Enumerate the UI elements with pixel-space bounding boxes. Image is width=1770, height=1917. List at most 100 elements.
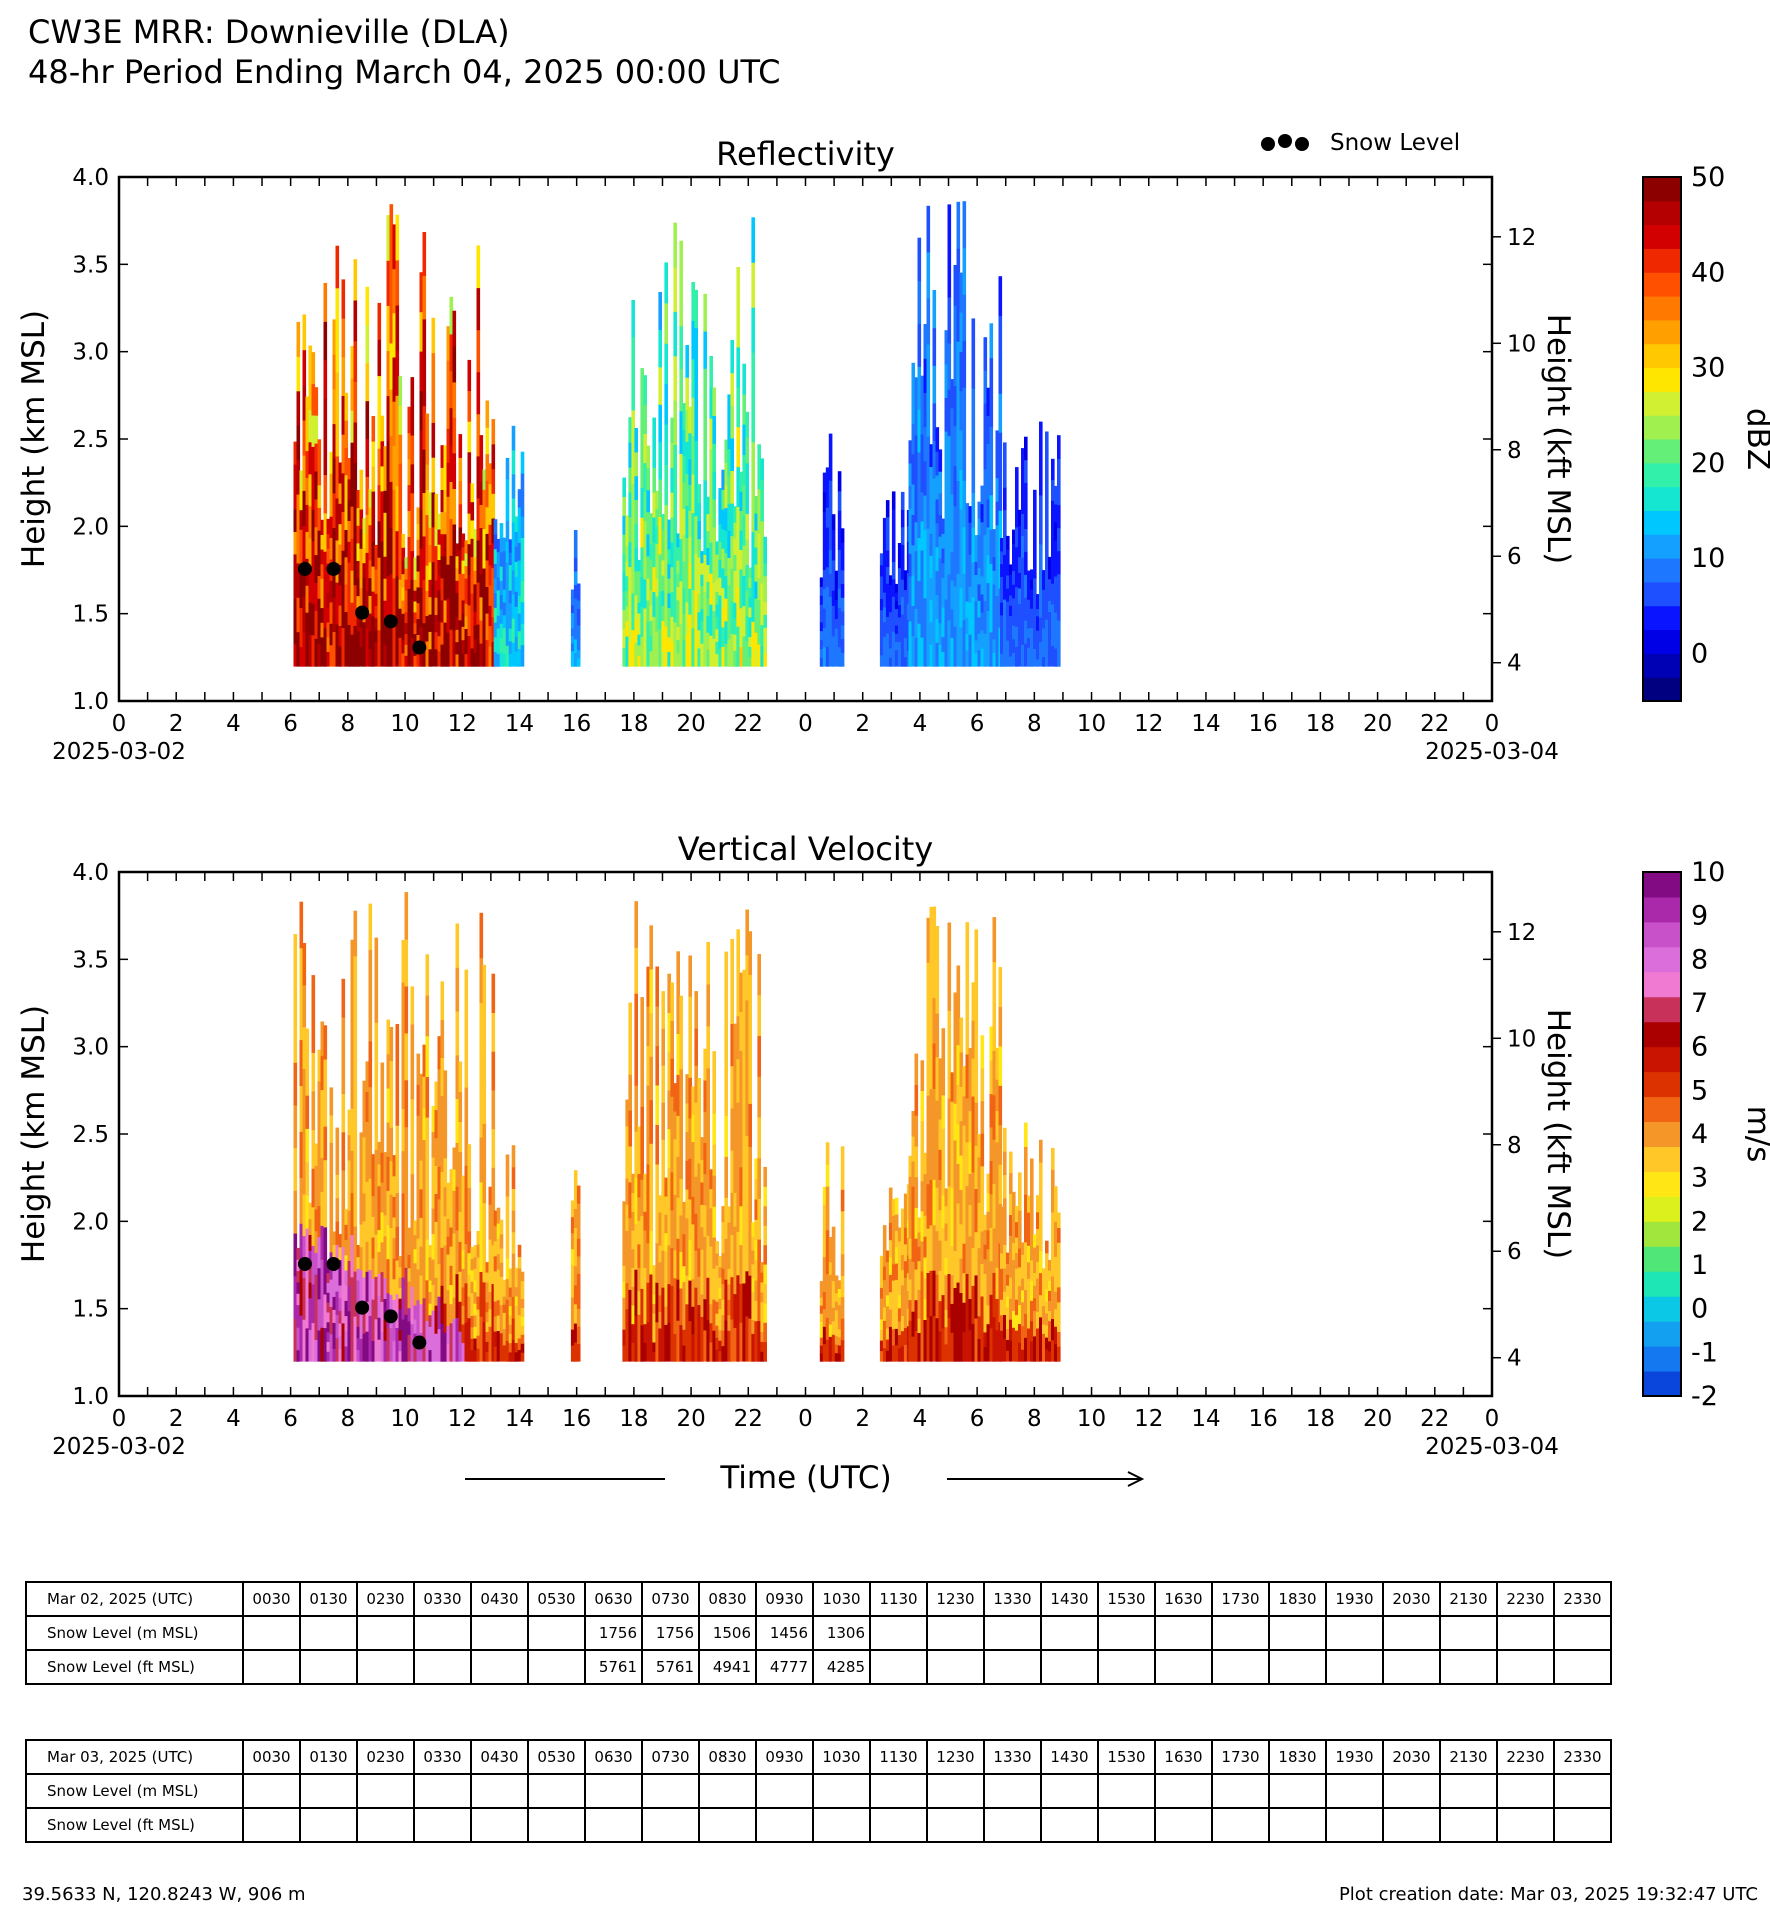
heatmap-cell	[1000, 1330, 1004, 1347]
heatmap-cell	[727, 557, 731, 586]
heatmap-cell	[401, 560, 406, 575]
heatmap-cell	[828, 1336, 833, 1350]
heatmap-cell	[1039, 592, 1043, 618]
period-title: 48-hr Period Ending March 04, 2025 00:00…	[28, 53, 781, 91]
table-value-cell	[1496, 1649, 1555, 1685]
heatmap-cell	[748, 616, 752, 628]
heatmap-cell	[992, 961, 997, 1007]
heatmap-cell	[643, 404, 647, 434]
heatmap-cell	[631, 1248, 635, 1268]
heatmap-cell	[822, 1256, 827, 1275]
heatmap-cell	[685, 441, 689, 474]
heatmap-cell	[350, 442, 355, 475]
heatmap-cell	[715, 578, 719, 592]
heatmap-cell	[422, 492, 427, 537]
heatmap-cell	[745, 1270, 749, 1317]
heatmap-cell	[992, 583, 997, 599]
heatmap-cell	[413, 1347, 418, 1362]
heatmap-cell	[380, 591, 385, 617]
heatmap-cell	[1051, 1275, 1055, 1298]
heatmap-cell	[917, 623, 922, 667]
heatmap-cell	[476, 371, 481, 415]
heatmap-cell	[1039, 519, 1043, 545]
heatmap-cell	[628, 1002, 632, 1039]
heatmap-cell	[676, 559, 680, 574]
heatmap-cell	[1027, 608, 1031, 619]
heatmap-cell	[643, 462, 647, 493]
heatmap-cell	[819, 612, 824, 623]
heatmap-cell	[1018, 556, 1022, 573]
heatmap-cell	[903, 627, 908, 638]
heatmap-cell	[974, 929, 979, 974]
heatmap-cell	[502, 601, 507, 616]
heatmap-cell	[353, 1000, 358, 1047]
heatmap-cell	[903, 1344, 908, 1362]
legend-marker	[1278, 134, 1292, 148]
heatmap-cell	[739, 627, 743, 648]
heatmap-cell	[1012, 638, 1016, 653]
heatmap-cell	[661, 1250, 665, 1288]
heatmap-cell	[962, 573, 967, 621]
heatmap-cell	[891, 613, 896, 632]
heatmap-cell	[956, 1202, 961, 1243]
heatmap-cell	[511, 545, 516, 571]
heatmap-cell	[517, 1349, 522, 1362]
heatmap-cell	[428, 1314, 433, 1327]
heatmap-cell	[392, 1196, 397, 1218]
heatmap-cell	[485, 506, 490, 534]
heatmap-cell	[1048, 1280, 1052, 1291]
heatmap-cell	[986, 582, 991, 611]
heatmap-cell	[908, 643, 913, 667]
heatmap-cell	[953, 425, 958, 467]
heatmap-cell	[476, 1309, 481, 1323]
heatmap-cell	[679, 1068, 683, 1106]
heatmap-cell	[935, 498, 940, 524]
heatmap-cell	[837, 529, 842, 550]
heatmap-cell	[688, 996, 692, 1038]
heatmap-cell	[392, 1216, 397, 1239]
heatmap-cell	[461, 599, 466, 614]
heatmap-cell	[658, 516, 662, 555]
table-value-cell	[1154, 1649, 1213, 1685]
heatmap-cell	[709, 1246, 713, 1266]
heatmap-cell	[326, 607, 331, 623]
heatmap-cell	[700, 1316, 704, 1340]
heatmap-cell	[825, 1317, 830, 1340]
heatmap-cell	[401, 982, 406, 1025]
heatmap-cell	[911, 1336, 916, 1362]
heatmap-cell	[458, 457, 463, 482]
heatmap-cell	[458, 1241, 463, 1272]
heatmap-cell	[911, 1161, 916, 1187]
table-value-cell	[470, 1773, 529, 1809]
heatmap-cell	[879, 1329, 884, 1341]
heatmap-cell	[670, 641, 674, 667]
heatmap-cell	[953, 626, 958, 667]
heatmap-cell	[1039, 1184, 1043, 1207]
heatmap-cell	[971, 527, 976, 563]
heatmap-cell	[1045, 1300, 1049, 1314]
y-tick-label: 3.5	[72, 947, 109, 973]
heatmap-cell	[1027, 1261, 1031, 1279]
heatmap-cell	[691, 627, 695, 667]
heatmap-cell	[386, 440, 391, 487]
heatmap-cell	[329, 537, 334, 560]
colorbar-swatch	[1643, 971, 1681, 998]
heatmap-cell	[570, 627, 575, 637]
heatmap-cell	[658, 1261, 662, 1279]
heatmap-cell	[891, 491, 896, 510]
heatmap-cell	[362, 533, 367, 549]
heatmap-cell	[819, 1329, 824, 1338]
heatmap-cell	[458, 434, 463, 458]
heatmap-cell	[944, 1222, 949, 1241]
heatmap-cell	[998, 967, 1003, 1008]
heatmap-cell	[721, 1283, 725, 1300]
heatmap-cell	[470, 1315, 475, 1328]
heatmap-cell	[365, 1121, 370, 1152]
table-value-cell: 1756	[584, 1615, 643, 1651]
heatmap-cell	[517, 648, 522, 667]
heatmap-cell	[634, 475, 638, 500]
heatmap-cell	[419, 469, 424, 510]
heatmap-cell	[685, 1332, 689, 1362]
heatmap-cell	[825, 606, 830, 627]
heatmap-cell	[646, 511, 650, 535]
